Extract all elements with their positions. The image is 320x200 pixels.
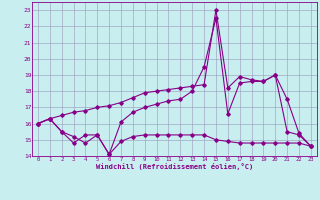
- X-axis label: Windchill (Refroidissement éolien,°C): Windchill (Refroidissement éolien,°C): [96, 163, 253, 170]
